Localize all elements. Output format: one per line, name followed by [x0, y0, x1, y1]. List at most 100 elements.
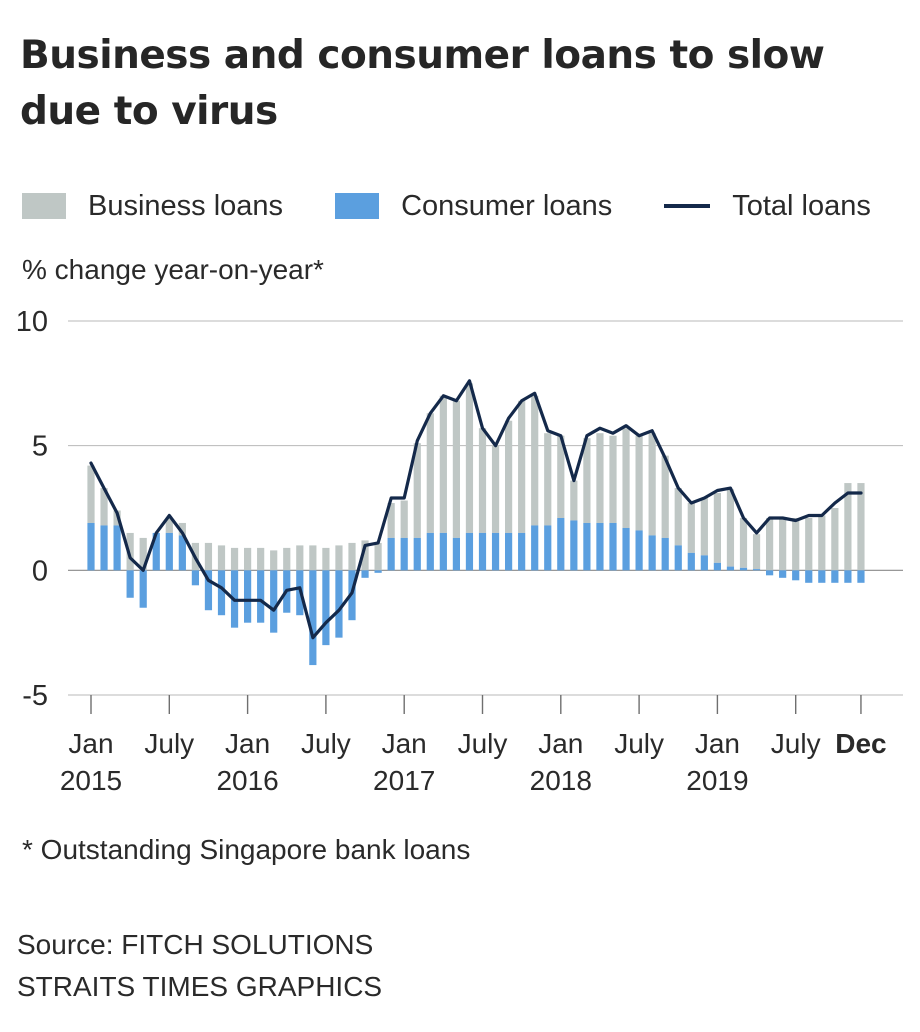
consumer-loans-bar: [635, 530, 643, 571]
y-tick-label: 5: [32, 431, 48, 463]
x-tick-label: Jan: [695, 728, 740, 759]
x-tick-label: Jan: [538, 728, 583, 759]
x-tick-label: Jan: [68, 728, 113, 759]
y-axis-unit-label: % change year-on-year*: [22, 254, 324, 285]
business-loans-bar: [739, 517, 748, 568]
y-tick-label: -5: [22, 680, 48, 712]
business-loans-bar: [257, 547, 265, 571]
business-loans-bar: [426, 413, 434, 533]
business-loans-bar: [465, 383, 474, 533]
business-loans-bar: [387, 503, 395, 538]
x-tick-label: July: [771, 728, 821, 759]
business-loans-bar: [283, 547, 291, 571]
graphics-credit: STRAITS TIMES GRAPHICS: [17, 971, 383, 1002]
business-loans-bar: [178, 522, 186, 536]
consumer-loans-bar: [413, 537, 421, 571]
x-tick-label: July: [144, 728, 194, 759]
consumer-loans-bar: [713, 562, 721, 571]
x-tick-year-label: 2015: [60, 765, 122, 796]
loan-growth-chart: -5 0 5 10 Jan 2015 July Jan 2016 July Jan 2017 July J…: [16, 306, 903, 796]
business-loans-bar: [713, 493, 721, 563]
business-loans-bar: [766, 517, 774, 571]
business-loans-bar: [779, 517, 787, 571]
business-loans-swatch: [22, 193, 66, 219]
business-loans-bar: [309, 545, 317, 571]
consumer-loans-bar: [113, 525, 121, 571]
business-loans-bar: [518, 400, 526, 533]
x-tick-label: July: [458, 728, 508, 759]
consumer-loans-bar: [570, 520, 578, 571]
consumer-loans-bar: [374, 570, 382, 573]
consumer-loans-bar: [609, 522, 617, 571]
legend-item-total: Total loans: [664, 190, 871, 223]
y-tick-label: 0: [32, 555, 48, 587]
consumer-loans-bar: [309, 570, 317, 666]
consumer-loans-bar: [452, 537, 460, 571]
x-tick-label: Dec: [835, 728, 886, 759]
business-loans-bar: [792, 517, 800, 571]
x-tick-label: Jan: [382, 728, 427, 759]
business-loans-bar: [361, 540, 369, 571]
consumer-loans-bar: [361, 570, 369, 578]
consumer-loans-bar: [322, 570, 330, 646]
consumer-loans-bar: [244, 570, 252, 623]
consumer-loans-bar: [478, 532, 487, 571]
business-loans-bar: [204, 542, 213, 571]
consumer-loans-bar: [491, 532, 500, 571]
consumer-loans-bar: [126, 570, 134, 598]
legend: Business loans Consumer loans Total loan…: [22, 186, 871, 226]
business-loans-bar: [452, 400, 460, 538]
consumer-loans-bar: [400, 537, 408, 571]
consumer-loans-bar: [204, 570, 213, 611]
business-loans-bar: [752, 534, 761, 570]
business-loans-bar: [413, 443, 421, 538]
business-loans-bar: [700, 498, 708, 556]
business-loans-bar: [87, 465, 95, 523]
x-tick-year-label: 2017: [373, 765, 435, 796]
business-loans-bar: [818, 515, 826, 571]
business-loans-bar: [270, 550, 278, 571]
consumer-loans-bar: [818, 570, 826, 583]
consumer-loans-bar: [831, 570, 839, 583]
consumer-loans-bar: [544, 525, 552, 571]
consumer-loans-bar: [270, 570, 278, 633]
x-tick-year-label: 2016: [216, 765, 278, 796]
y-tick-label: 10: [16, 306, 48, 338]
business-loans-bar: [857, 483, 865, 571]
consumer-loans-bar: [752, 569, 761, 571]
consumer-loans-bar: [387, 537, 395, 571]
business-loans-bar: [439, 395, 447, 533]
consumer-loans-bar: [426, 532, 434, 571]
consumer-loans-bar: [700, 555, 708, 571]
business-loans-bar: [400, 500, 408, 538]
consumer-loans-bar: [726, 566, 735, 571]
consumer-loans-bar: [139, 570, 147, 608]
business-loans-bar: [335, 545, 343, 571]
consumer-loans-bar: [439, 532, 447, 571]
business-loans-bar: [544, 433, 552, 526]
consumer-loans-bar: [805, 570, 813, 583]
legend-label-total: Total loans: [732, 189, 871, 222]
consumer-loans-bar: [505, 532, 513, 571]
consumer-loans-bar: [518, 532, 526, 571]
consumer-loans-bar: [257, 570, 265, 623]
consumer-loans-bar: [165, 532, 173, 571]
consumer-loans-bar: [779, 570, 787, 578]
consumer-loans-bar: [844, 570, 852, 583]
business-loans-bar: [126, 532, 134, 571]
legend-label-consumer: Consumer loans: [401, 189, 613, 222]
consumer-loans-bar: [217, 570, 226, 616]
consumer-loans-bar: [557, 517, 565, 571]
business-loans-bar: [296, 545, 304, 571]
business-loans-bar: [165, 517, 173, 533]
business-loans-bar: [100, 488, 108, 526]
consumer-loans-bar: [687, 552, 695, 571]
x-tick-label: July: [614, 728, 664, 759]
consumer-loans-bar: [661, 537, 669, 571]
total-loans-line-swatch: [664, 204, 711, 208]
business-loans-bar: [687, 503, 695, 553]
x-tick-year-label: 2019: [686, 765, 748, 796]
business-loans-bar: [661, 455, 669, 538]
x-tick-label: Jan: [225, 728, 270, 759]
source-line: Source: FITCH SOLUTIONS: [17, 929, 374, 960]
